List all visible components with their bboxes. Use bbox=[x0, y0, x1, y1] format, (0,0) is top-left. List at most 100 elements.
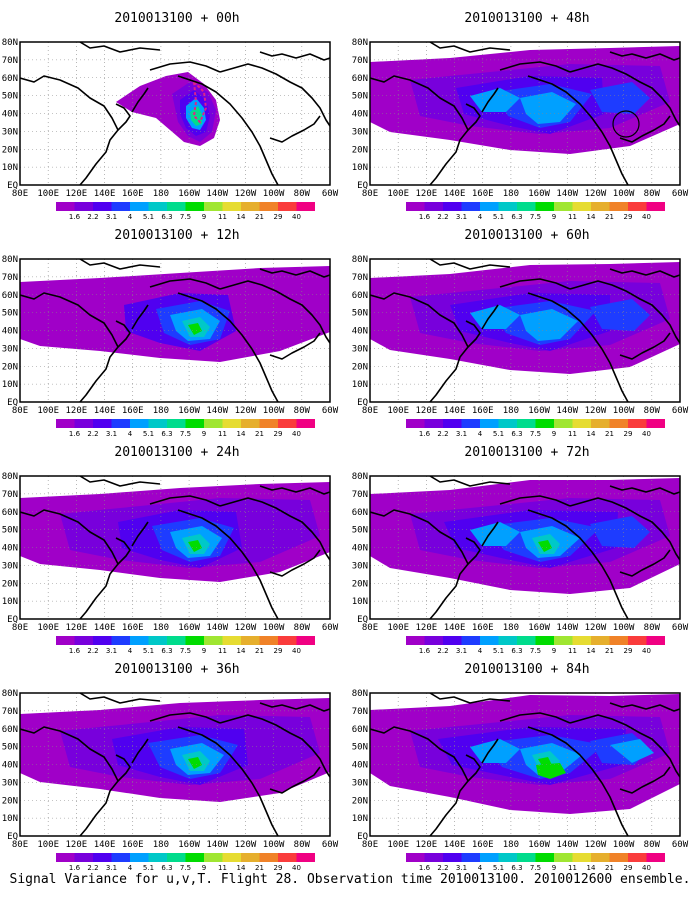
colorbar-swatch bbox=[591, 202, 610, 211]
colorbar: 1.6 2.2 3.1 4 5.1 6.3 7.5 9 11 14 21 29 40 bbox=[406, 202, 665, 221]
lat-label: 50N bbox=[2, 309, 18, 319]
lon-label: 80E bbox=[362, 623, 378, 633]
colorbar-label: 9 bbox=[202, 213, 206, 221]
colorbar-label: 7.5 bbox=[180, 864, 191, 872]
lon-label: 180 bbox=[503, 623, 519, 633]
lat-label: 70N bbox=[352, 490, 368, 500]
lon-label: 100W bbox=[263, 840, 285, 850]
lon-label: 80E bbox=[362, 406, 378, 416]
colorbar-swatch bbox=[259, 419, 278, 428]
colorbar-swatch bbox=[241, 853, 260, 862]
colorbar-label: 9 bbox=[552, 213, 556, 221]
lat-label: 10N bbox=[352, 380, 368, 390]
colorbar-swatch bbox=[424, 419, 443, 428]
colorbar-label: 7.5 bbox=[180, 430, 191, 438]
colorbar-swatch bbox=[278, 636, 297, 645]
colorbar-swatch bbox=[591, 853, 610, 862]
map-panel-p12: 2010013100 + 12h 80N 70N 60N 50N 40N 30N 20N 10N… bbox=[2, 228, 339, 438]
lon-label: 120W bbox=[585, 189, 607, 199]
colorbar-swatch bbox=[167, 419, 186, 428]
colorbar-swatch bbox=[296, 202, 315, 211]
colorbar-label: 40 bbox=[642, 647, 651, 655]
colorbar-swatch bbox=[185, 202, 204, 211]
colorbar-swatch bbox=[443, 636, 462, 645]
lon-label: 120W bbox=[585, 623, 607, 633]
lat-label: 40N bbox=[352, 327, 368, 337]
lat-label: EQ bbox=[7, 615, 18, 625]
colorbar-label: 6.3 bbox=[511, 213, 522, 221]
lon-label: 160W bbox=[178, 189, 200, 199]
colorbar-swatch bbox=[148, 853, 167, 862]
colorbar-label: 2.2 bbox=[87, 647, 98, 655]
colorbar-label: 6.3 bbox=[161, 430, 172, 438]
panel-title: 2010013100 + 12h bbox=[114, 228, 239, 243]
colorbar-label: 21 bbox=[605, 213, 614, 221]
colorbar-swatch bbox=[130, 853, 149, 862]
lon-label: 80W bbox=[644, 189, 661, 199]
colorbar-swatch bbox=[74, 419, 93, 428]
colorbar-swatch bbox=[130, 202, 149, 211]
colorbar-swatch bbox=[148, 419, 167, 428]
colorbar-swatch bbox=[74, 636, 93, 645]
colorbar-swatch bbox=[222, 853, 241, 862]
colorbar-label: 9 bbox=[552, 864, 556, 872]
lat-label: EQ bbox=[357, 615, 368, 625]
lat-label: 10N bbox=[352, 163, 368, 173]
colorbar-label: 29 bbox=[624, 864, 633, 872]
lon-label: 180 bbox=[153, 623, 169, 633]
lon-label: 80W bbox=[294, 189, 311, 199]
colorbar: 1.6 2.2 3.1 4 5.1 6.3 7.5 9 11 14 21 29 40 bbox=[56, 202, 315, 221]
lon-label: 140W bbox=[206, 189, 228, 199]
lon-label: 120E bbox=[416, 623, 438, 633]
colorbar-label: 2.2 bbox=[437, 213, 448, 221]
lat-label: 20N bbox=[352, 145, 368, 155]
colorbar-label: 1.6 bbox=[419, 213, 431, 221]
colorbar-swatch bbox=[443, 853, 462, 862]
colorbar-swatch bbox=[204, 853, 223, 862]
colorbar-swatch bbox=[185, 853, 204, 862]
map-panel-p24: 2010013100 + 24h 80N 70N 60N 50N 40N 30N 20N 10N… bbox=[2, 445, 339, 655]
lat-label: 50N bbox=[352, 309, 368, 319]
lat-label: 40N bbox=[2, 761, 18, 771]
colorbar-label: 29 bbox=[274, 864, 283, 872]
lon-label: 160E bbox=[472, 840, 494, 850]
colorbar-swatch bbox=[93, 419, 112, 428]
colorbar-label: 3.1 bbox=[456, 647, 467, 655]
colorbar-label: 11 bbox=[218, 213, 227, 221]
colorbar-swatch bbox=[185, 636, 204, 645]
lon-label: 160E bbox=[472, 189, 494, 199]
colorbar-swatch bbox=[424, 202, 443, 211]
map-panel-p72: 2010013100 + 72h 80N 70N 60N 50N 40N 30N 20N 10N… bbox=[352, 445, 689, 655]
lon-label: 140W bbox=[206, 623, 228, 633]
colorbar-swatch bbox=[535, 202, 554, 211]
lon-label: 60W bbox=[322, 189, 339, 199]
colorbar-swatch bbox=[572, 853, 591, 862]
colorbar-swatch bbox=[461, 202, 480, 211]
colorbar-swatch bbox=[517, 202, 536, 211]
colorbar-label: 6.3 bbox=[511, 864, 522, 872]
lat-label: 60N bbox=[352, 74, 368, 84]
colorbar-label: 4 bbox=[478, 647, 483, 655]
lat-label: 20N bbox=[2, 579, 18, 589]
panel-title: 2010013100 + 48h bbox=[464, 11, 589, 26]
map-frame bbox=[369, 475, 681, 620]
colorbar-swatch bbox=[56, 202, 75, 211]
lat-label: 40N bbox=[352, 544, 368, 554]
colorbar-label: 21 bbox=[255, 647, 264, 655]
colorbar-label: 21 bbox=[255, 213, 264, 221]
colorbar-label: 4 bbox=[128, 213, 133, 221]
colorbar-label: 29 bbox=[274, 430, 283, 438]
lat-label: 70N bbox=[352, 273, 368, 283]
lon-label: 100W bbox=[263, 406, 285, 416]
lon-label: 180 bbox=[153, 840, 169, 850]
colorbar-swatch bbox=[296, 636, 315, 645]
colorbar-label: 14 bbox=[587, 647, 596, 655]
colorbar-label: 14 bbox=[587, 430, 596, 438]
lon-label: 140W bbox=[556, 840, 578, 850]
colorbar-swatch bbox=[628, 419, 647, 428]
lon-label: 140E bbox=[94, 840, 116, 850]
colorbar-label: 9 bbox=[552, 647, 556, 655]
lat-label: 70N bbox=[2, 707, 18, 717]
lon-label: 80E bbox=[12, 406, 28, 416]
